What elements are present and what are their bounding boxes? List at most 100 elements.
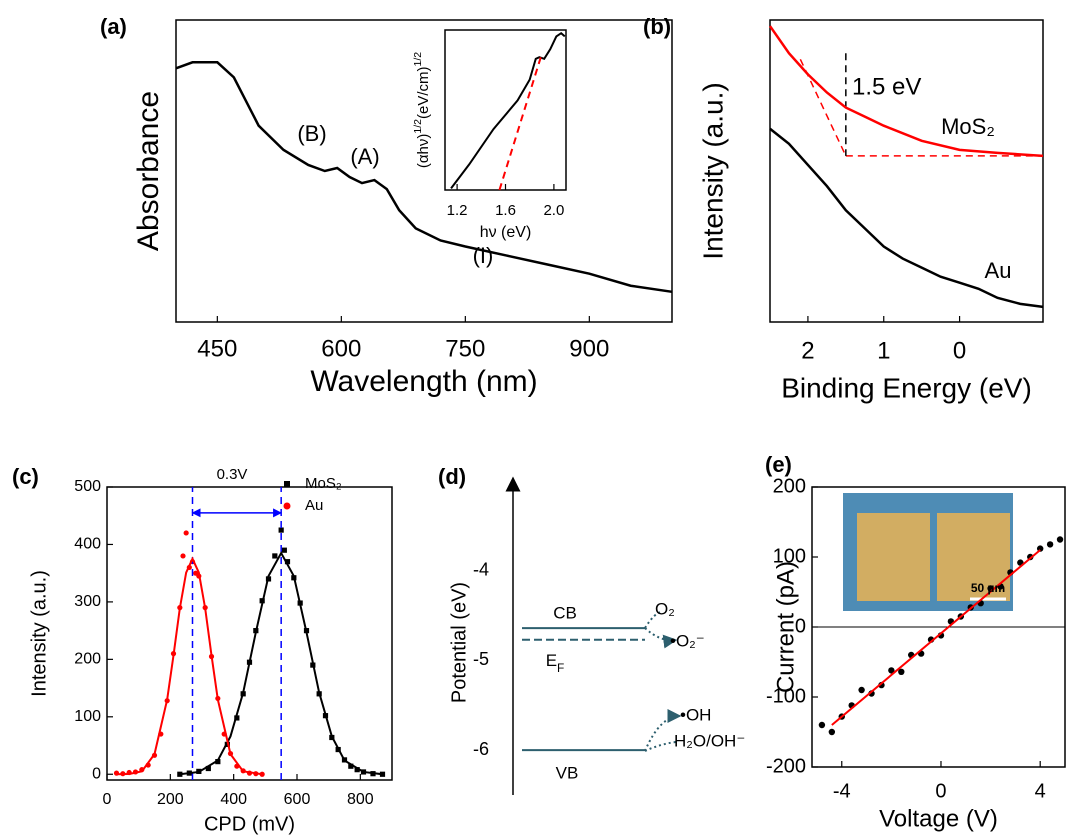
x-tick-label: 0 — [953, 337, 966, 364]
legend-marker — [283, 502, 291, 510]
y-axis-label: Current (pA) — [772, 561, 799, 693]
series-label: Au — [985, 258, 1012, 283]
y-tick-label: 200 — [74, 651, 101, 668]
level-label: VB — [556, 764, 579, 783]
y-tick-label: -6 — [473, 739, 489, 759]
annotation: (I) — [473, 243, 494, 268]
y-axis-label: Absorbance — [132, 91, 165, 251]
annotation: (A) — [350, 144, 379, 169]
data-line — [769, 127, 1044, 309]
y-tick-label: 500 — [74, 478, 101, 495]
x-axis-label: Wavelength (nm) — [310, 365, 537, 398]
reaction-arrows — [644, 611, 682, 752]
panel-label: (c) — [12, 464, 39, 489]
data-point — [1056, 536, 1064, 543]
annotation: 1.5 eV — [852, 73, 921, 100]
x-tick-label: 800 — [347, 791, 374, 808]
fit-line — [831, 549, 1041, 726]
species-label: •OH — [680, 705, 711, 724]
species-label: O₂ — [655, 599, 675, 618]
inset-y-label: (αhν)1/2(eV/cm)1/2 — [412, 52, 432, 168]
x-tick-label: 450 — [197, 335, 237, 362]
x-tick-label: 0 — [935, 780, 946, 802]
x-tick-label: 400 — [220, 791, 247, 808]
arrow — [644, 627, 678, 649]
x-tick-label: 1.2 — [447, 202, 468, 219]
y-tick-label: 200 — [773, 475, 806, 497]
x-axis-label: Binding Energy (eV) — [781, 372, 1032, 403]
x-axis-label: hν (eV) — [480, 224, 532, 241]
legend-label: Au — [305, 497, 323, 514]
x-tick-label: 200 — [157, 791, 184, 808]
inset-y-label-part: (eV/cm) — [415, 66, 432, 119]
x-axis-label: CPD (mV) — [204, 813, 295, 835]
inset-line — [450, 31, 566, 190]
electrode — [857, 513, 930, 601]
inset-line — [498, 53, 543, 191]
y-axis-label: Intensity (a.u.) — [697, 82, 728, 259]
inset-y-label-part: 1/2 — [412, 52, 424, 67]
plot-frame — [175, 19, 673, 323]
x-tick-label: 0 — [103, 791, 112, 808]
data-line — [768, 25, 1044, 158]
data-point — [858, 686, 865, 694]
data-line — [175, 61, 673, 294]
inset-photo — [843, 493, 1013, 611]
inset-y-label-part: 1/2 — [412, 119, 424, 134]
y-tick-label: 300 — [74, 593, 101, 610]
data-point — [888, 667, 895, 674]
data-point — [180, 553, 186, 559]
x-tick-label: 4 — [1035, 780, 1046, 802]
fit-line — [116, 556, 263, 776]
x-tick-label: 600 — [321, 335, 361, 362]
x-tick-label: 600 — [284, 791, 311, 808]
inset-y-label-part: (αhν) — [415, 134, 432, 169]
y-tick-label: -100 — [766, 685, 806, 707]
level-label: CB — [553, 604, 577, 623]
x-tick-label: 1.6 — [495, 202, 516, 219]
x-tick-label: 2 — [801, 337, 814, 364]
data-point — [1046, 541, 1054, 548]
arrow — [644, 709, 682, 752]
series-label: MoS₂ — [941, 114, 995, 139]
data-point — [284, 559, 291, 565]
level-label: EF — [546, 651, 565, 675]
y-tick-label: 100 — [773, 545, 806, 567]
y-tick-label: -5 — [473, 649, 489, 669]
data-point — [898, 668, 905, 675]
y-axis-label: Intensity (a.u.) — [28, 570, 50, 697]
y-tick-label: 0 — [92, 765, 101, 782]
level-label-part: F — [557, 661, 564, 675]
data-point — [183, 530, 189, 536]
y-tick-label: 100 — [74, 708, 101, 725]
x-axis-label: Voltage (V) — [879, 805, 998, 832]
data-point — [272, 553, 278, 559]
annotation: (B) — [297, 121, 326, 146]
y-tick-label: 0 — [795, 615, 806, 637]
legend-label: MoS₂ — [305, 475, 342, 492]
panel-label: (d) — [438, 464, 466, 489]
y-axis-label: Potential (eV) — [448, 582, 470, 703]
arrow — [644, 741, 677, 752]
data-point — [354, 767, 360, 773]
plot-frame — [106, 486, 393, 781]
y-tick-label: -4 — [473, 559, 489, 579]
x-tick-label: 900 — [569, 335, 609, 362]
data-point — [818, 721, 826, 729]
species-label: •O₂⁻ — [670, 631, 705, 650]
panel-label: (e) — [765, 452, 792, 477]
annotation: 0.3V — [217, 466, 248, 483]
data-point — [828, 728, 836, 736]
panel-label: (a) — [100, 14, 127, 39]
data-point — [278, 527, 284, 533]
plot-frame — [769, 19, 1044, 323]
panel-label: (b) — [643, 14, 671, 39]
data-point — [281, 547, 287, 553]
scale-label: 50 µm — [971, 581, 1005, 595]
x-tick-label: -4 — [833, 780, 851, 802]
x-tick-label: 2.0 — [543, 202, 564, 219]
data-point — [205, 765, 211, 772]
level-label-part: E — [546, 651, 557, 670]
